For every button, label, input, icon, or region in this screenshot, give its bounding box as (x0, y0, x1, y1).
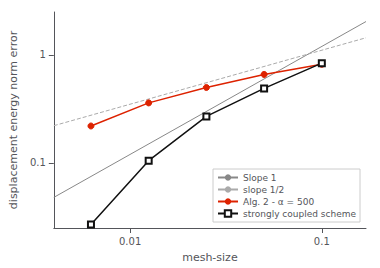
svg-text:1: 1 (39, 49, 45, 60)
svg-text:displacement energy norm error: displacement energy norm error (7, 30, 20, 209)
svg-text:Alg. 2 - α = 500: Alg. 2 - α = 500 (243, 197, 314, 207)
svg-text:0.1: 0.1 (314, 236, 330, 247)
svg-text:slope 1/2: slope 1/2 (243, 185, 284, 195)
svg-text:0.1: 0.1 (30, 157, 46, 168)
svg-text:mesh-size: mesh-size (182, 251, 238, 264)
svg-text:Slope 1: Slope 1 (243, 173, 277, 183)
svg-text:strongly coupled scheme: strongly coupled scheme (243, 209, 356, 219)
svg-text:0.01: 0.01 (119, 236, 141, 247)
